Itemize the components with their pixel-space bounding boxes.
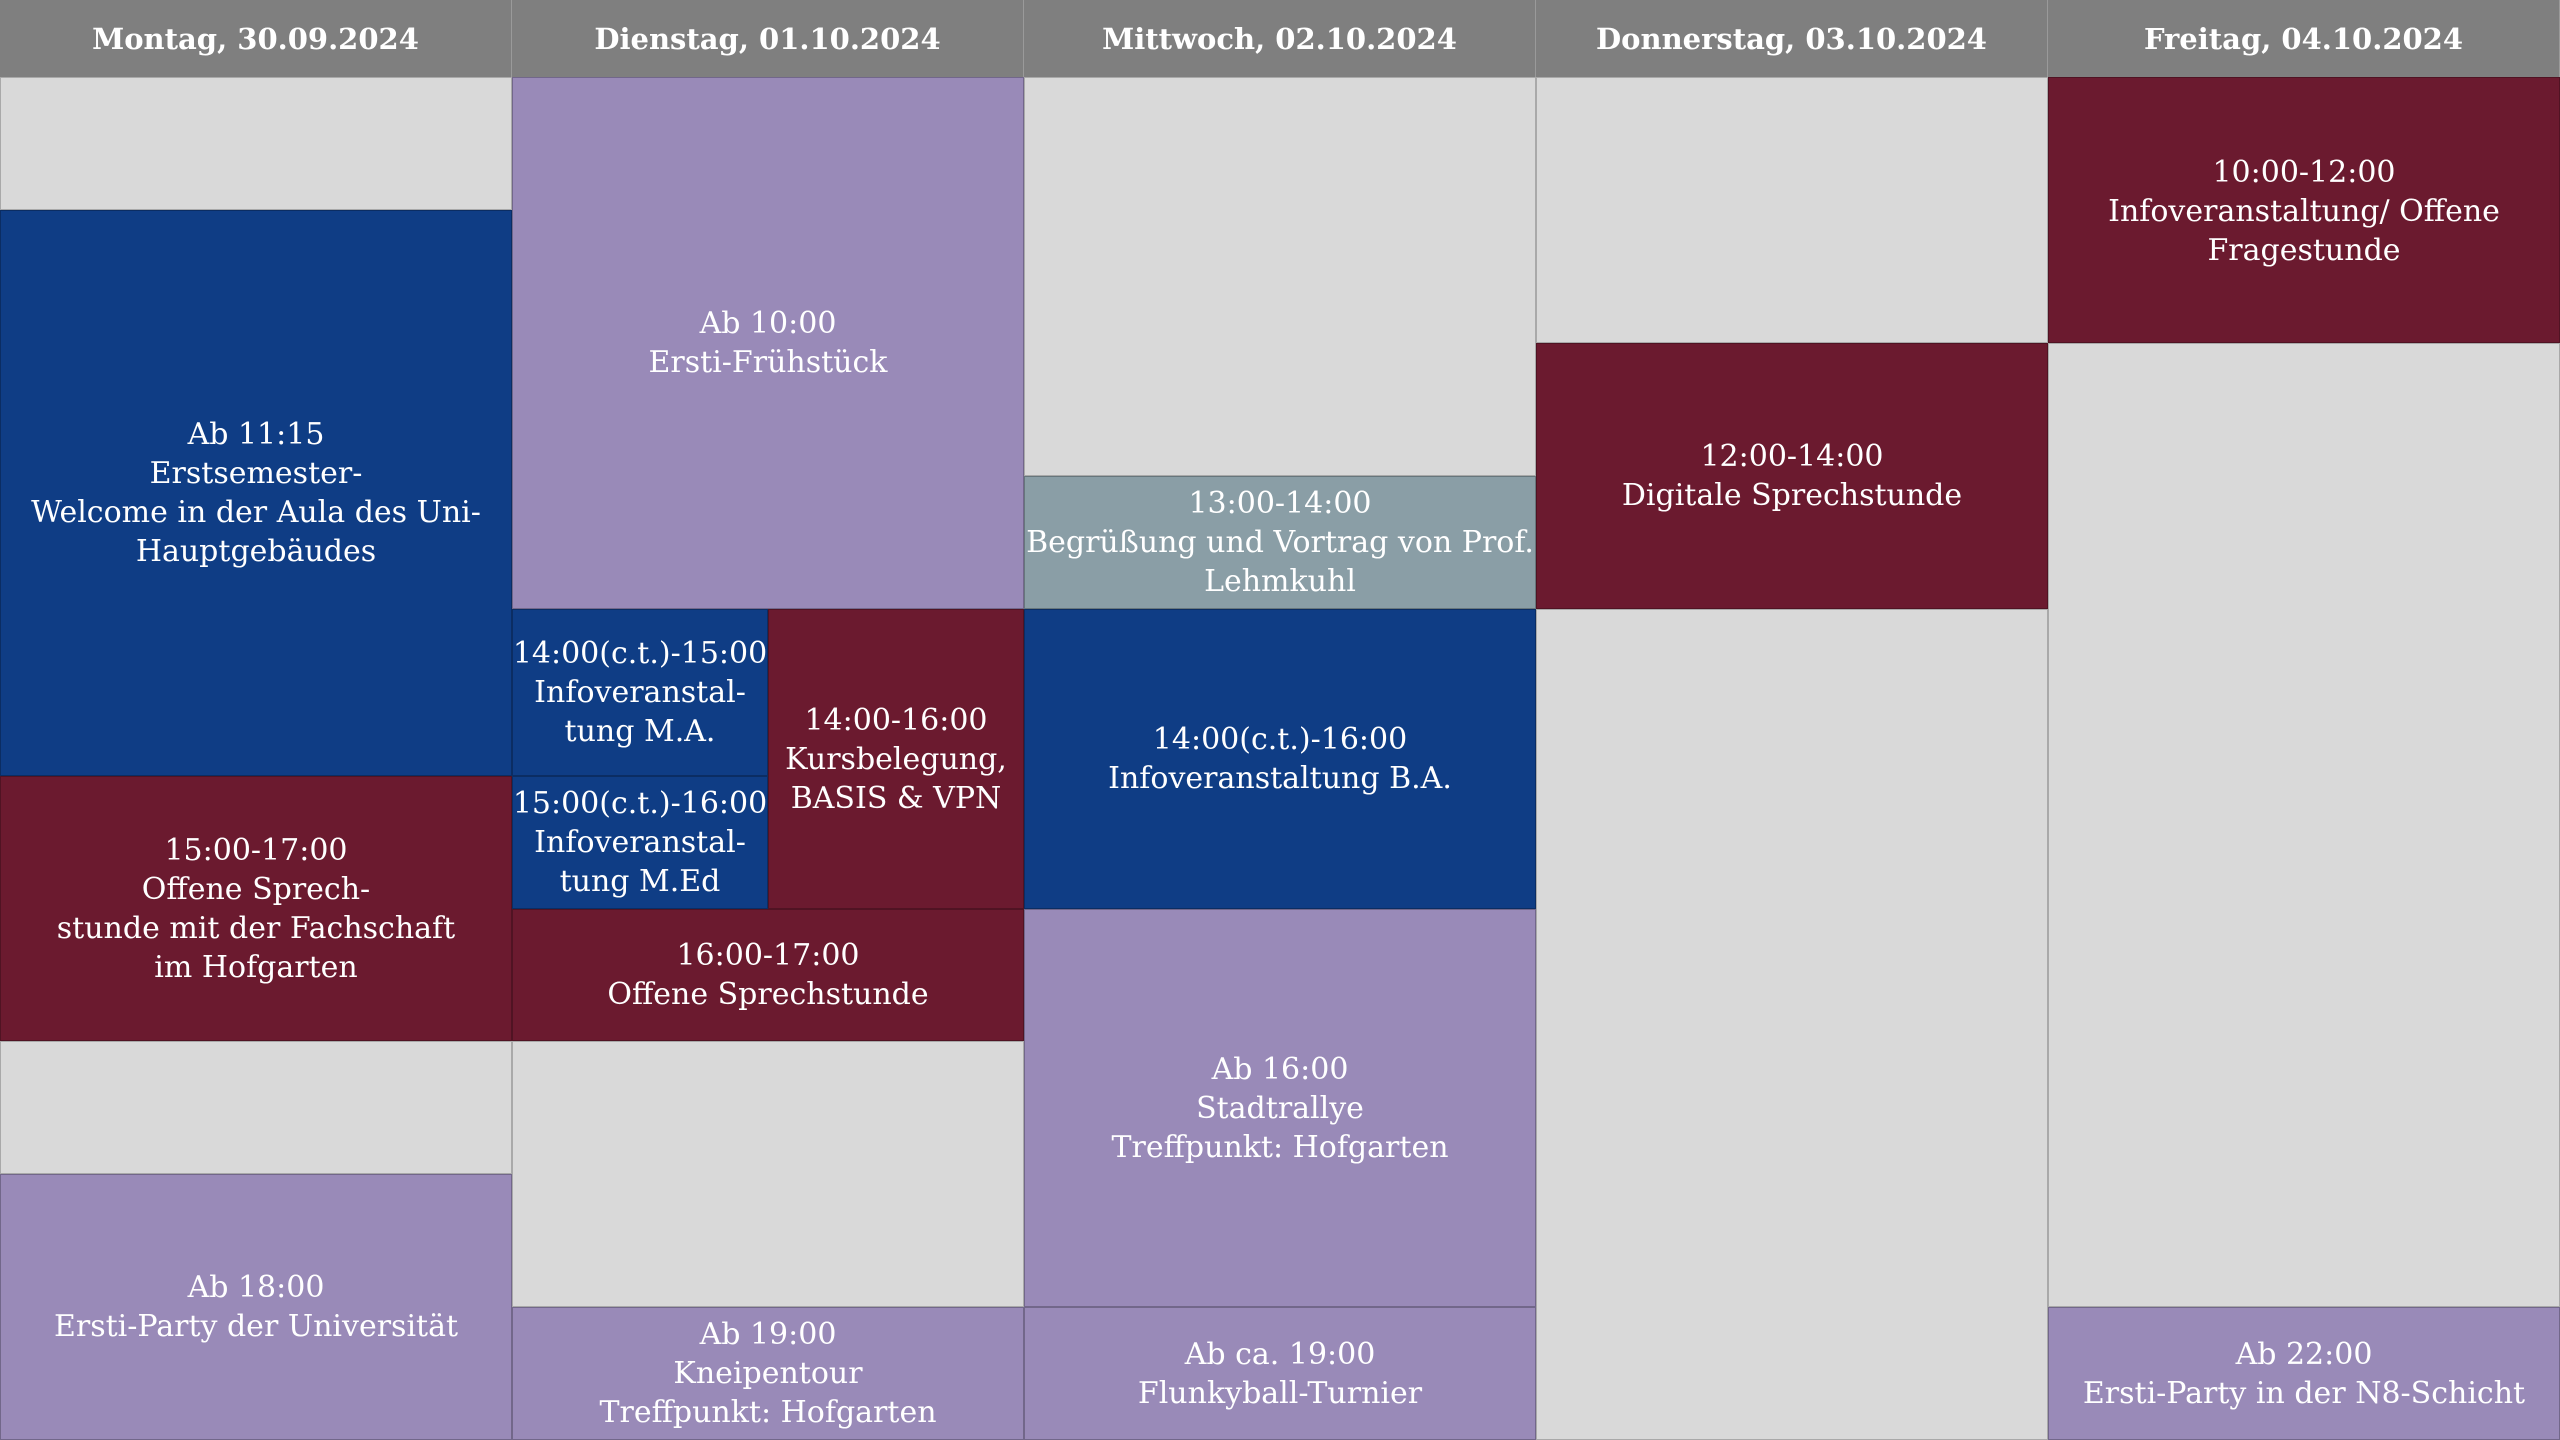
event-time: Ab 10:00	[699, 306, 837, 341]
event-title-line: Infoveranstal-	[534, 825, 746, 860]
event-title-line: Kneipentour	[673, 1356, 863, 1391]
event-time: Ab ca. 19:00	[1184, 1336, 1376, 1372]
event-offene-sprechstunde-fachschaft[interactable]: 15:00-17:00 Offene Sprech- stunde mit de…	[0, 776, 512, 1041]
event-time: Ab 19:00	[699, 1317, 837, 1352]
event-title-line: tung M.A.	[564, 714, 716, 749]
event-time: 13:00-14:00	[1188, 486, 1372, 521]
event-time: Ab 11:15	[187, 417, 325, 452]
event-title-line: stunde mit der Fachschaft	[56, 910, 456, 946]
event-infoveranstaltung-ma[interactable]: 14:00(c.t.)-15:00 Infoveranstal- tung M.…	[512, 609, 768, 776]
empty-slot	[2048, 343, 2560, 1307]
event-time: 12:00-14:00	[1700, 439, 1884, 474]
event-time: 14:00(c.t.)-16:00	[1152, 722, 1408, 757]
event-title-line: Ersti-Party der Universität	[53, 1309, 459, 1344]
event-ersti-party-n8-schicht[interactable]: Ab 22:00 Ersti-Party in der N8-Schicht	[2048, 1307, 2560, 1440]
event-infoveranstaltung-ba[interactable]: 14:00(c.t.)-16:00 Infoveranstaltung B.A.	[1024, 609, 1536, 909]
day-header-freitag: Freitag, 04.10.2024	[2048, 0, 2560, 77]
event-time: 10:00-12:00	[2212, 155, 2396, 190]
event-time: Ab 16:00	[1211, 1051, 1349, 1087]
event-flunkyball-turnier[interactable]: Ab ca. 19:00 Flunkyball-Turnier	[1024, 1307, 1536, 1440]
empty-slot	[1536, 609, 2048, 1440]
event-title-line: Fragestunde	[2207, 233, 2401, 268]
empty-slot	[0, 1041, 512, 1174]
event-time: Ab 18:00	[187, 1270, 325, 1305]
event-kneipentour[interactable]: Ab 19:00 Kneipentour Treffpunkt: Hofgart…	[512, 1307, 1024, 1440]
event-title-line: Flunkyball-Turnier	[1137, 1375, 1423, 1411]
event-title-line: BASIS & VPN	[790, 780, 1002, 816]
event-title-line: Begrüßung und Vortrag von Prof.	[1026, 525, 1534, 560]
event-time: Ab 22:00	[2235, 1336, 2373, 1372]
event-title-line: Offene Sprechstunde	[607, 977, 929, 1012]
event-title-line: tung M.Ed	[559, 864, 721, 899]
event-infoveranstaltung-med[interactable]: 15:00(c.t.)-16:00 Infoveranstal- tung M.…	[512, 776, 768, 909]
event-title-line: Hauptgebäudes	[135, 534, 377, 569]
event-title-line: Erstsemester-	[149, 456, 363, 491]
day-header-mittwoch: Mittwoch, 02.10.2024	[1024, 0, 1536, 77]
event-time: 14:00(c.t.)-15:00	[512, 636, 768, 671]
event-time: 14:00-16:00	[804, 702, 988, 738]
empty-slot	[1024, 77, 1536, 476]
event-ersti-fruehstueck[interactable]: Ab 10:00 Ersti-Frühstück	[512, 77, 1024, 609]
event-title-line: Stadtrallye	[1196, 1090, 1364, 1126]
event-offene-sprechstunde[interactable]: 16:00-17:00 Offene Sprechstunde	[512, 909, 1024, 1041]
event-title-line: Infoveranstaltung B.A.	[1108, 761, 1452, 796]
day-header-montag: Montag, 30.09.2024	[0, 0, 512, 77]
event-time: 15:00(c.t.)-16:00	[512, 786, 768, 821]
empty-slot	[512, 1041, 1024, 1307]
event-title-line: Lehmkuhl	[1204, 564, 1356, 599]
event-ersti-party-universitaet[interactable]: Ab 18:00 Ersti-Party der Universität	[0, 1174, 512, 1440]
event-title-line: Digitale Sprechstunde	[1621, 478, 1963, 513]
event-time: 15:00-17:00	[164, 832, 348, 868]
event-title-line: Infoveranstal-	[534, 675, 746, 710]
empty-slot	[1536, 77, 2048, 343]
day-header-dienstag: Dienstag, 01.10.2024	[512, 0, 1024, 77]
event-title-line: Ersti-Party in der N8-Schicht	[2082, 1375, 2526, 1411]
event-title-line: Treffpunkt: Hofgarten	[1111, 1129, 1449, 1165]
event-title-line: Infoveranstaltung/ Offene	[2108, 194, 2500, 229]
event-title-line: Treffpunkt: Hofgarten	[599, 1395, 937, 1430]
event-infoveranstaltung-fragestunde[interactable]: 10:00-12:00 Infoveranstaltung/ Offene Fr…	[2048, 77, 2560, 343]
event-kursbelegung[interactable]: 14:00-16:00 Kursbelegung, BASIS & VPN	[768, 609, 1024, 909]
event-title-line: Welcome in der Aula des Uni-	[31, 495, 481, 530]
event-begruessung-vortrag[interactable]: 13:00-14:00 Begrüßung und Vortrag von Pr…	[1024, 476, 1536, 609]
event-digitale-sprechstunde[interactable]: 12:00-14:00 Digitale Sprechstunde	[1536, 343, 2048, 609]
event-title-line: im Hofgarten	[154, 949, 358, 985]
event-stadtrallye[interactable]: Ab 16:00 Stadtrallye Treffpunkt: Hofgart…	[1024, 909, 1536, 1307]
event-title-line: Ersti-Frühstück	[648, 345, 888, 380]
event-time: 16:00-17:00	[676, 938, 860, 973]
day-header-donnerstag: Donnerstag, 03.10.2024	[1536, 0, 2048, 77]
event-title-line: Offene Sprech-	[141, 871, 371, 907]
event-title-line: Kursbelegung,	[785, 741, 1007, 777]
event-erstsemester-welcome[interactable]: Ab 11:15 Erstsemester- Welcome in der Au…	[0, 210, 512, 776]
empty-slot	[0, 77, 512, 210]
